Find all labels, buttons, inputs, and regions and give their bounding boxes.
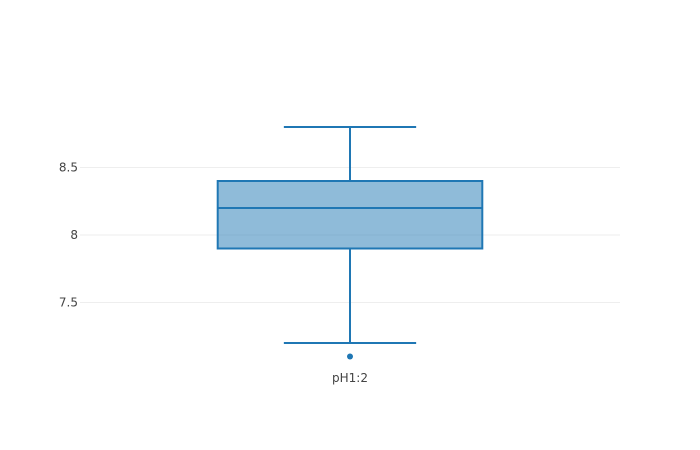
interquartile-box <box>216 180 484 250</box>
x-tick-label: pH1:2 <box>332 371 368 385</box>
outlier-point <box>347 353 353 360</box>
y-tick-label: 8 <box>70 228 78 242</box>
y-tick-label: 8.5 <box>59 161 78 175</box>
box-series <box>216 126 484 360</box>
x-axis-tick-labels: pH1:2 <box>332 371 368 385</box>
y-tick-label: 7.5 <box>59 296 78 310</box>
box-group <box>216 126 484 360</box>
y-axis-tick-labels: 7.5 8 8.5 <box>59 161 78 310</box>
